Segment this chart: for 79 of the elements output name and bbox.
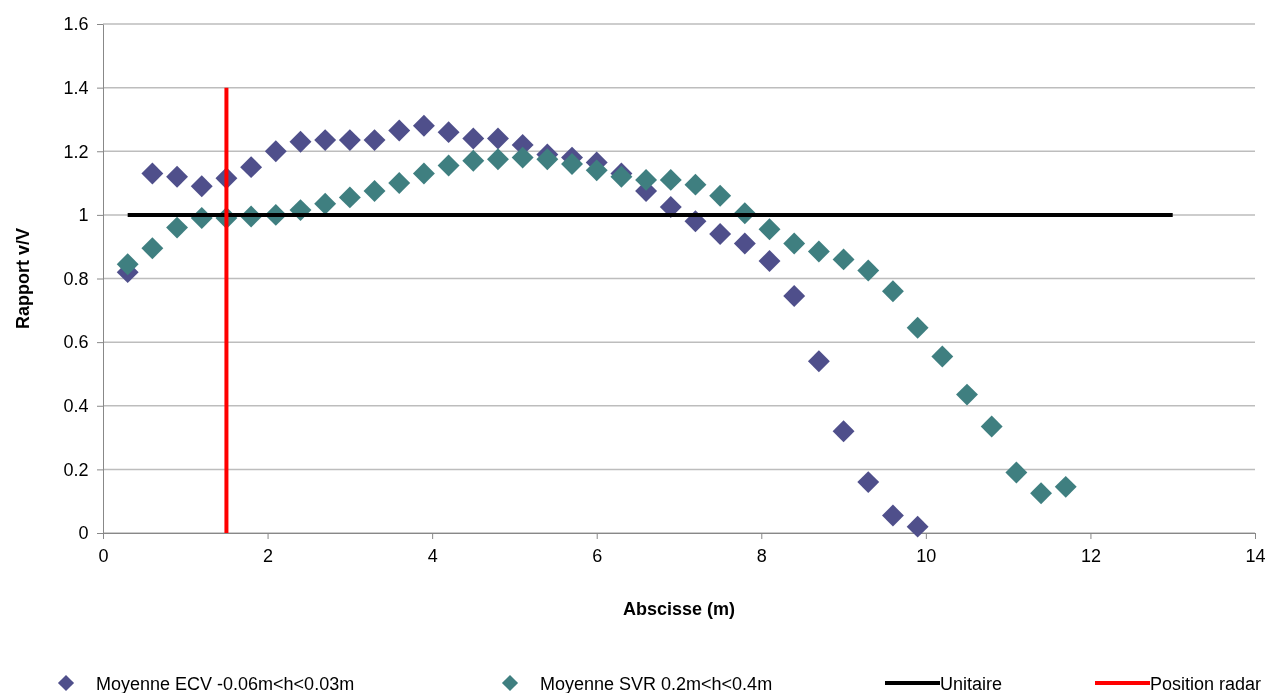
point — [412, 114, 435, 137]
point — [881, 280, 904, 303]
point — [709, 223, 732, 245]
point — [956, 383, 978, 406]
point — [807, 350, 830, 373]
point — [536, 148, 559, 171]
point — [758, 250, 781, 272]
point — [659, 168, 682, 191]
point — [1030, 482, 1053, 505]
legend-label: Moyenne SVR 0.2m<h<0.4m — [540, 674, 773, 693]
point — [783, 232, 806, 255]
point — [289, 130, 312, 153]
point — [906, 515, 929, 538]
point — [1005, 461, 1028, 484]
point — [857, 259, 880, 282]
y-tick-label: 0.6 — [63, 332, 89, 353]
x-tick-label: 6 — [592, 545, 603, 566]
point — [314, 192, 337, 215]
x-tick-label: 4 — [427, 545, 438, 566]
point — [807, 240, 830, 263]
point — [906, 316, 929, 339]
point — [314, 129, 337, 152]
y-tick-label: 0 — [78, 523, 89, 544]
point — [881, 504, 904, 527]
point — [363, 180, 386, 202]
point — [264, 140, 287, 163]
point — [487, 127, 509, 150]
y-tick-label: 1.6 — [63, 14, 89, 35]
point — [437, 121, 460, 144]
point — [733, 232, 756, 255]
point — [141, 162, 164, 185]
point — [190, 175, 213, 198]
point — [240, 156, 263, 179]
point — [412, 162, 435, 185]
point — [388, 119, 411, 142]
point — [437, 154, 460, 177]
legend-label: Moyenne ECV -0.06m<h<0.03m — [96, 674, 355, 693]
y-tick-label: 1 — [78, 205, 89, 226]
y-tick-label: 1.4 — [63, 77, 89, 98]
point — [659, 195, 682, 218]
x-tick-label: 0 — [98, 545, 109, 566]
x-tick-label: 8 — [756, 545, 767, 566]
point — [758, 218, 781, 241]
y-tick-label: 1.2 — [63, 141, 89, 162]
point — [363, 129, 386, 152]
x-tick-label: 14 — [1245, 545, 1266, 566]
point — [561, 153, 583, 175]
point — [980, 415, 1003, 438]
y-tick-label: 0.8 — [63, 268, 89, 289]
point — [388, 172, 411, 195]
y-tick-label: 0.2 — [63, 459, 89, 480]
point — [338, 186, 361, 209]
point — [166, 165, 189, 188]
legend-label: Unitaire — [940, 674, 1003, 693]
point — [783, 285, 806, 307]
y-axis-title: Rapport v/V — [13, 227, 33, 330]
point — [116, 253, 139, 276]
point — [511, 146, 534, 169]
point — [832, 420, 855, 443]
point — [1054, 475, 1077, 498]
x-tick-label: 2 — [263, 545, 274, 566]
point — [166, 216, 189, 239]
point — [635, 168, 658, 191]
x-tick-label: 10 — [916, 545, 937, 566]
point — [338, 129, 361, 152]
point — [487, 148, 509, 171]
point — [832, 248, 855, 271]
point — [141, 237, 164, 260]
point — [585, 159, 608, 182]
point — [857, 471, 880, 494]
point — [462, 149, 485, 172]
x-axis-title: Abscisse (m) — [622, 599, 736, 619]
point — [931, 345, 954, 368]
point — [709, 184, 732, 207]
x-tick-label: 12 — [1080, 545, 1101, 566]
point — [462, 127, 485, 150]
y-tick-label: 0.4 — [63, 396, 89, 417]
legend-label: Position radar — [1150, 674, 1262, 693]
point — [684, 173, 707, 196]
